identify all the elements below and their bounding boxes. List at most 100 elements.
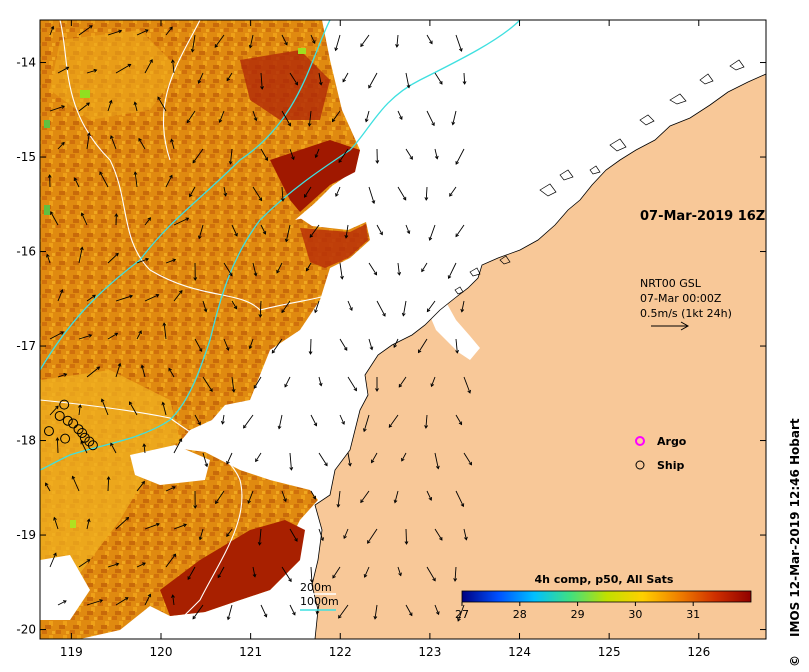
ship-marker: [77, 427, 88, 438]
current-arrow: [136, 562, 146, 568]
current-arrow: [217, 566, 225, 579]
current-arrow: [314, 300, 320, 314]
current-arrow: [168, 367, 175, 378]
current-arrow: [100, 398, 109, 416]
current-arrow: [260, 148, 269, 162]
current-arrow: [215, 490, 225, 505]
ship-marker: [73, 424, 84, 435]
lon-tick-label: 119: [60, 645, 83, 659]
ship-marker: [84, 436, 95, 447]
current-arrow: [252, 186, 263, 202]
current-arrow: [165, 26, 173, 36]
current-arrow: [434, 148, 439, 160]
current-arrow: [271, 338, 283, 354]
current-arrow: [375, 148, 380, 164]
current-arrow: [373, 604, 378, 620]
current-arrow: [434, 452, 440, 470]
legend-argo-label: Argo: [657, 435, 687, 448]
current-arrow: [78, 102, 90, 112]
current-arrow: [80, 440, 88, 454]
current-arrow: [115, 294, 134, 302]
current-arrow: [284, 376, 291, 388]
current-arrow: [397, 186, 407, 201]
current-arrow: [86, 366, 101, 378]
current-arrow: [231, 224, 238, 237]
current-arrow: [393, 490, 399, 504]
current-arrow: [80, 212, 88, 226]
current-arrow: [318, 528, 324, 542]
sst-warm-patch: [160, 520, 305, 616]
current-arrow: [334, 34, 341, 52]
cloud-gap: [40, 555, 90, 620]
current-arrow: [360, 490, 370, 504]
argo-marker-icon: [635, 436, 645, 446]
current-arrow: [347, 452, 352, 467]
current-arrow: [363, 566, 370, 578]
current-arrow: [99, 171, 109, 188]
current-arrow: [57, 141, 65, 150]
colorbar-title: 4h comp, p50, All Sats: [535, 573, 674, 586]
isobath-1000-label: 1000m: [300, 595, 339, 608]
current-arrow: [395, 34, 400, 48]
current-arrow: [339, 338, 348, 351]
current-arrow: [455, 34, 463, 52]
isobath-legend: 200m 1000m: [300, 581, 339, 611]
ship-marker: [43, 426, 54, 437]
cloud-gap: [295, 178, 352, 220]
lat-tick-label: -20: [16, 623, 36, 637]
current-arrow: [107, 99, 113, 112]
current-arrow: [115, 597, 129, 606]
map-frame: [39, 19, 767, 640]
current-arrow: [257, 528, 262, 546]
current-arrow: [310, 414, 318, 427]
current-arrow: [434, 604, 440, 616]
current-arrow: [418, 338, 428, 354]
current-arrow: [186, 110, 196, 124]
current-arrow: [307, 110, 312, 127]
current-arrow: [197, 224, 204, 240]
current-arrow: [220, 414, 225, 425]
current-arrow: [347, 376, 357, 392]
current-arrow: [397, 262, 402, 276]
current-arrow: [57, 66, 70, 74]
current-arrow: [115, 362, 122, 378]
current-arrow: [455, 148, 465, 165]
current-arrow: [248, 34, 254, 49]
current-arrow: [310, 34, 316, 44]
current-arrow: [190, 34, 196, 53]
ship-marker: [60, 433, 71, 444]
current-arrow: [362, 414, 370, 433]
coastline: [311, 73, 766, 639]
sst-speck: [80, 90, 90, 98]
current-arrow: [260, 604, 268, 618]
current-arrow: [289, 452, 294, 471]
current-arrow: [463, 452, 472, 466]
current-source-label: NRT00 GSL: [640, 277, 702, 290]
landmass: [312, 20, 766, 639]
current-arrow: [462, 72, 467, 85]
current-arrow: [78, 559, 91, 568]
current-arrow: [165, 486, 176, 492]
colorbar-tick-label: 29: [571, 608, 585, 621]
current-arrow: [398, 376, 407, 388]
current-arrow: [133, 101, 138, 112]
current-arrow: [214, 34, 225, 48]
current-arrow: [397, 566, 402, 577]
current-arrow: [194, 414, 201, 426]
colorbar-tick-label: 31: [686, 608, 700, 621]
current-arrow: [194, 338, 203, 353]
ship-marker: [62, 415, 73, 426]
current-arrow: [405, 148, 413, 160]
current-arrow: [128, 401, 138, 416]
sst-speck: [70, 520, 76, 528]
current-arrow: [140, 364, 146, 378]
sst-warm-patch: [300, 224, 368, 268]
current-arrow: [228, 148, 233, 165]
current-arrow: [338, 604, 349, 619]
ship-marker: [59, 399, 70, 410]
current-arrow: [258, 300, 263, 318]
ship-marker: [68, 418, 79, 429]
current-arrow: [253, 376, 262, 389]
current-arrow: [455, 414, 463, 426]
current-arrow: [455, 490, 465, 508]
